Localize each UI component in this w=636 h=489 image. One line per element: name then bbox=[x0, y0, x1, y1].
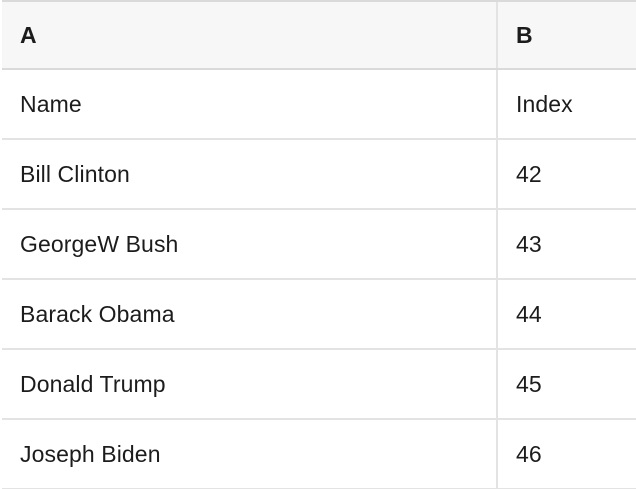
column-header-b[interactable]: B bbox=[496, 2, 636, 68]
table-cell-name[interactable]: Donald Trump bbox=[20, 370, 166, 397]
table-cell-index[interactable]: 46 bbox=[496, 420, 636, 488]
table-row: GeorgeW Bush 43 bbox=[2, 210, 636, 280]
table-row: Joseph Biden 46 bbox=[2, 420, 636, 489]
table-cell-name-header[interactable]: Name bbox=[20, 90, 82, 117]
table-cell-index[interactable]: 43 bbox=[496, 210, 636, 278]
table-row: Name Index bbox=[2, 70, 636, 140]
table-cell-name[interactable]: GeorgeW Bush bbox=[20, 230, 179, 257]
table-header-row: A B bbox=[2, 0, 636, 70]
table-cell-name[interactable]: Barack Obama bbox=[20, 300, 175, 327]
table-cell-name[interactable]: Joseph Biden bbox=[20, 440, 161, 467]
table-cell-index[interactable]: 42 bbox=[496, 140, 636, 208]
table-cell-name[interactable]: Bill Clinton bbox=[20, 160, 130, 187]
table-cell-index[interactable]: 44 bbox=[496, 280, 636, 348]
table-row: Bill Clinton 42 bbox=[2, 140, 636, 210]
table-row: Barack Obama 44 bbox=[2, 280, 636, 350]
table-row: Donald Trump 45 bbox=[2, 350, 636, 420]
table-cell-index[interactable]: 45 bbox=[496, 350, 636, 418]
column-header-a[interactable]: A bbox=[20, 21, 37, 48]
table-cell-index-header[interactable]: Index bbox=[496, 70, 636, 138]
